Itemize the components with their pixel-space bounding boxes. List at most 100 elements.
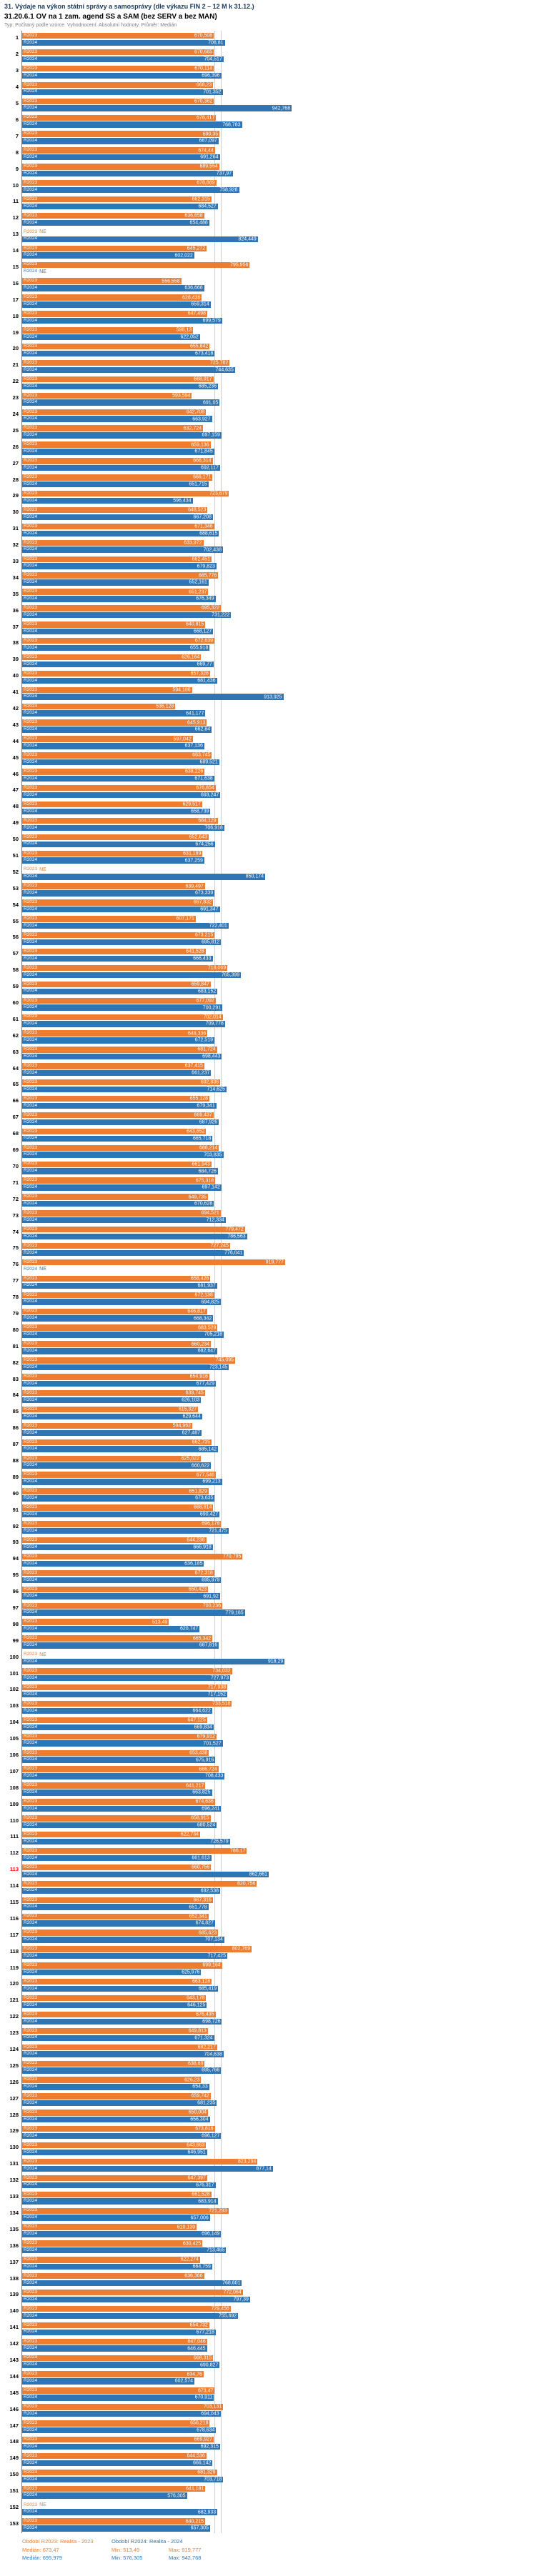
series-label: R2023 bbox=[24, 2289, 38, 2295]
bar-r2023: R2023 640,215 bbox=[22, 2518, 206, 2525]
bar-value: 658,739 bbox=[191, 809, 209, 814]
row-number: 91 bbox=[12, 1506, 19, 1513]
bar-r2024: R2024 717,152 bbox=[22, 1691, 227, 1698]
bar-r2024: R2024 671,845 bbox=[22, 449, 214, 455]
bar-value: 636,185 bbox=[184, 1561, 203, 1567]
chart-row: 50 R2023 652,643 R2024 674,256 bbox=[0, 832, 536, 849]
bar-r2024: R2024 651,778 bbox=[22, 1904, 209, 1910]
series-label: R2023 bbox=[24, 229, 38, 234]
no-data-label: NE bbox=[39, 229, 46, 235]
row-number: 127 bbox=[9, 2095, 19, 2102]
row-plot: R2023 648,336 R2024 672,519 bbox=[21, 1028, 536, 1045]
chart-row: 75 R2023 727,245 R2024 776,041 bbox=[0, 1241, 536, 1258]
row-plot: R2023 631,189 R2024 637,259 bbox=[21, 849, 536, 865]
chart-row: 55 R2023 607,171 R2024 722,401 bbox=[0, 914, 536, 931]
series-label: R2024 bbox=[24, 1348, 38, 1354]
chart-row: 17 R2023 628,436 R2024 659,314 bbox=[0, 292, 536, 309]
bar-value: 626,103 bbox=[182, 1397, 200, 1403]
row-plot: R2023 695,322 R2024 731,222 bbox=[21, 603, 536, 620]
bar-value: 877,14 bbox=[256, 2166, 272, 2172]
series-label: R2023 bbox=[24, 703, 38, 709]
bar-value: 674,256 bbox=[195, 842, 214, 847]
row-plot: R2023 672,639 R2024 655,918 bbox=[21, 636, 536, 653]
series-label: R2023 bbox=[24, 2027, 38, 2033]
chart-row: 65 R2023 692,836 R2024 714,625 bbox=[0, 1077, 536, 1094]
bar-value: 656,304 bbox=[190, 2117, 209, 2122]
bar-r2024: R2024 723,145 bbox=[22, 1364, 229, 1371]
row-plot: R2023 640,815 R2024 668,127 bbox=[21, 619, 536, 636]
bar-r2023: R2023 639,745 bbox=[22, 1390, 205, 1397]
bar-value: 657,006 bbox=[190, 2215, 209, 2220]
bar-r2024: R2024 688,615 bbox=[22, 530, 219, 536]
row-plot: R2023 683,529 R2024 705,218 bbox=[21, 1322, 536, 1339]
row-number: 107 bbox=[9, 1767, 19, 1774]
bar-r2024: R2024 776,041 bbox=[22, 1249, 244, 1257]
bar-r2023: R2023 663,128 bbox=[22, 1979, 212, 1985]
row-plot: R2023 678,417 R2024 768,783 bbox=[21, 112, 536, 129]
bar-r2023: R2023 654,918 bbox=[22, 1374, 209, 1380]
series-label: R2024 bbox=[24, 2263, 38, 2269]
series-label: R2023 bbox=[24, 1063, 38, 1069]
row-plot: R2023 670,508 R2024 708,81 bbox=[21, 31, 536, 48]
bar-value: 689,521 bbox=[199, 759, 218, 765]
series-label: R2024 bbox=[24, 1135, 38, 1141]
bar-value: 641,181 bbox=[186, 2486, 204, 2492]
bar-r2024: R2024 824,449 bbox=[22, 236, 258, 242]
bar-value: 691,92 bbox=[203, 1594, 219, 1599]
bar-value: 597,042 bbox=[173, 737, 192, 742]
chart-row: 19 R2023 598,13 R2024 622,052 bbox=[0, 325, 536, 342]
row-plot: R2023 615,327 R2024 629,644 bbox=[21, 1404, 536, 1422]
series-label: R2024 bbox=[24, 1593, 38, 1599]
bar-r2023: R2023 536,128 bbox=[22, 703, 176, 709]
bar-r2024: R2024 666,433 bbox=[22, 955, 213, 962]
bar-r2024: R2024 668,342 bbox=[22, 1315, 214, 1322]
bar-r2023: R2023 677,092 bbox=[22, 997, 216, 1004]
row-plot: R2023 684,129 R2024 706,918 bbox=[21, 816, 536, 833]
row-plot: R2023 673,215 R2024 695,812 bbox=[21, 930, 536, 947]
series-label: R2024 bbox=[24, 596, 38, 601]
bar-r2023: R2023 678,889 bbox=[22, 180, 217, 186]
bar-r2024: R2024 636,668 bbox=[22, 285, 204, 291]
bar-value: 721,475 bbox=[209, 1528, 227, 1534]
series-label: R2023 bbox=[24, 1275, 38, 1281]
row-number: 29 bbox=[12, 492, 19, 499]
bar-value: 678,634 bbox=[197, 2427, 215, 2433]
series-label: R2024 bbox=[24, 939, 38, 944]
series-label: R2023 bbox=[24, 2305, 38, 2311]
chart-row: 125 R2023 638,69 R2024 695,766 bbox=[0, 2058, 536, 2075]
row-number: 71 bbox=[12, 1179, 19, 1186]
bar-r2024: R2024 704,638 bbox=[22, 2051, 224, 2057]
row-plot: R2023 692,836 R2024 714,625 bbox=[21, 1077, 536, 1094]
row-plot: R2023 679,912 R2024 701,527 bbox=[21, 1732, 536, 1748]
bar-value: 685,776 bbox=[198, 573, 217, 579]
bar-r2023: R2023 661,528 bbox=[22, 2191, 212, 2198]
row-plot: R2023 823,294 R2024 877,14 bbox=[21, 2157, 536, 2174]
row-plot: R2023 626,164 R2024 669,77 bbox=[21, 652, 536, 669]
row-number: 99 bbox=[12, 1637, 19, 1644]
row-plot: R2023 682,217 R2024 704,638 bbox=[21, 2042, 536, 2059]
chart-row: 97 R2023 700,236 R2024 779,165 bbox=[0, 1600, 536, 1617]
bar-r2024: R2024 678,634 bbox=[22, 2427, 217, 2434]
bar-value: 670,628 bbox=[194, 1201, 213, 1207]
bar-value: 622,052 bbox=[180, 334, 199, 340]
series-label: R2023 bbox=[24, 458, 38, 464]
bar-r2024: R2024 692,117 bbox=[22, 465, 220, 471]
row-number: 117 bbox=[9, 1931, 19, 1938]
series-label: R2023 bbox=[24, 2207, 38, 2213]
chart-row: 15 R2023 795,956 R2024 NE bbox=[0, 259, 536, 276]
series-label: R2024 bbox=[24, 399, 38, 405]
bar-r2024: R2024 666,918 bbox=[22, 1544, 213, 1551]
bar-r2024: R2024 658,739 bbox=[22, 808, 211, 815]
bar-value: 668,614 bbox=[194, 1504, 212, 1510]
bar-r2024: R2024 670,911 bbox=[22, 2395, 214, 2401]
bar-value: 694,825 bbox=[201, 1299, 219, 1305]
chart-row: 83 R2023 654,918 R2024 677,429 bbox=[0, 1372, 536, 1389]
bar-r2023: R2023 683,529 bbox=[22, 1324, 218, 1331]
bar-r2023: R2023 672,318 bbox=[22, 1569, 214, 1577]
bar-value: 644,236 bbox=[187, 1537, 205, 1543]
bar-value: 674,44 bbox=[198, 148, 214, 153]
bar-value: 696,127 bbox=[202, 2133, 220, 2139]
bar-value: 672,318 bbox=[194, 1570, 213, 1576]
bar-r2023: R2023 667,316 bbox=[22, 1897, 213, 1903]
